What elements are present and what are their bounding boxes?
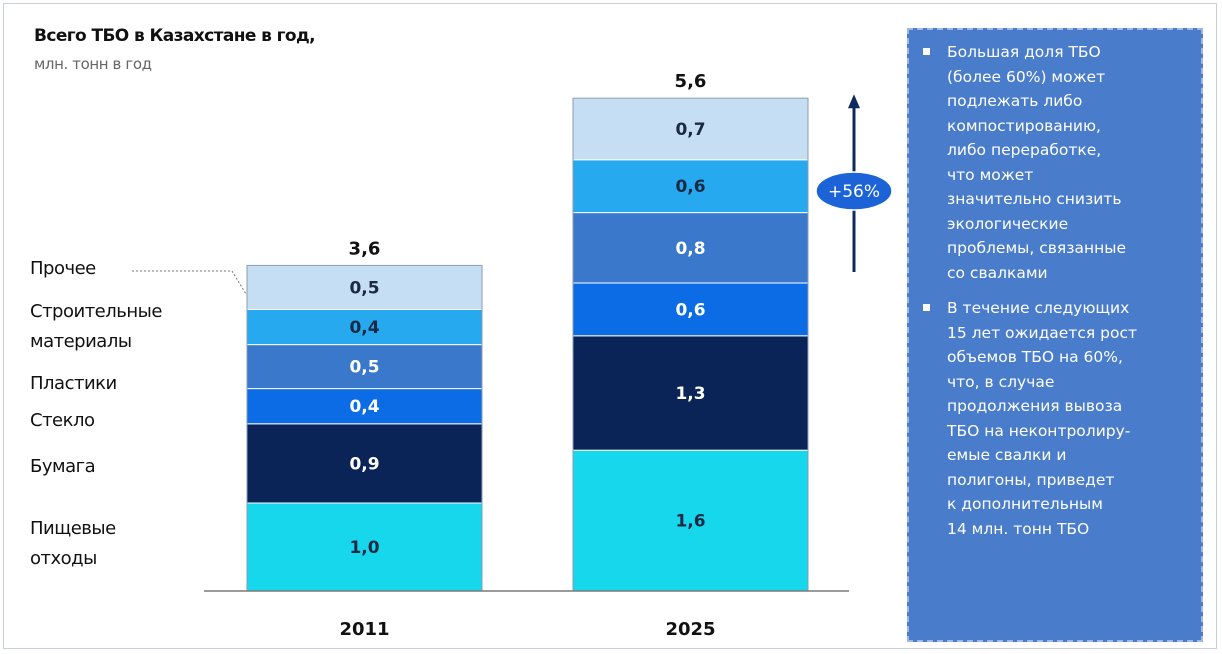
total-label: 3,6 (349, 238, 381, 259)
segment-value-label: 0,5 (349, 358, 379, 378)
segment-value-label: 0,6 (675, 177, 705, 197)
bullet-text-line: В течение следующих (947, 299, 1130, 317)
bar-segment (572, 212, 809, 284)
chart-subtitle: млн. тонн в год (34, 55, 152, 73)
segment-value-label: 0,4 (349, 318, 379, 338)
bullet-item: Большая доля ТБО (более 60%) может подлежа… (921, 40, 1185, 285)
chart-frame: Всего ТБО в Казахстане в год, млн. тонн … (3, 3, 1217, 649)
bullet-text-line: (более 60%) может (947, 67, 1106, 86)
bullet-text-line: Большая доля ТБО (947, 43, 1101, 61)
category-label: Пищевые отходы (30, 514, 116, 574)
category-label: Стекло (30, 406, 95, 436)
category-label-line: Пищевые (30, 518, 116, 539)
segment-value-label: 0,6 (675, 300, 705, 320)
category-label-line: материалы (30, 331, 132, 352)
category-label-line: отходы (30, 548, 97, 569)
bullet-text-line: продолжения вывоза (947, 397, 1123, 415)
legend-leader-line (132, 270, 247, 295)
bullet-text-line: значительно снизить (947, 190, 1122, 208)
bullet-text-line: емые свалки и (947, 446, 1067, 464)
bullet-text-line: экологические (947, 214, 1069, 233)
category-label-line: Пластики (30, 373, 117, 394)
bullet-text-line: 14 млн. тонн ТБО (947, 519, 1090, 538)
bullet-text-line: полигоны, приведет (947, 470, 1115, 489)
segment-value-label: 0,9 (349, 454, 379, 474)
bar-segment (246, 502, 483, 592)
bullet-text-line: что, в случае (947, 372, 1055, 391)
bullet-text-line: ТБО на неконтролиру- (947, 421, 1131, 440)
category-label: Пластики (30, 369, 117, 399)
segment-value-label: 1,0 (349, 538, 379, 558)
bar-segment (246, 388, 483, 425)
segment-value-label: 0,5 (349, 278, 379, 298)
bullet-list: Большая доля ТБО (более 60%) может подлежа… (921, 40, 1185, 541)
bullet-square-icon (923, 304, 930, 311)
bullet-text-line: компостированию, (947, 116, 1101, 135)
bullet-text-line: либо переработке, (947, 141, 1102, 159)
segment-value-label: 0,7 (675, 120, 705, 140)
category-label: Бумага (30, 452, 96, 482)
growth-badge (815, 171, 893, 211)
stacked-bar-chart: 1,0 0,9 0,4 0,5 0,4 0,5 3,6 2011 1,6 1,3 0,6 0,8 0,6… (132, 71, 893, 640)
x-tick-label: 2025 (665, 619, 715, 640)
growth-badge-text: +56% (828, 182, 880, 202)
side-panel: Большая доля ТБО (более 60%) может подлежа… (907, 28, 1203, 642)
bullet-text-line: объемов ТБО на 60%, (947, 348, 1123, 366)
segment-value-label: 1,3 (675, 384, 705, 404)
segment-value-label: 1,6 (675, 512, 705, 532)
bullet-item: В течение следующих 15 лет ожидается рост… (921, 296, 1185, 541)
growth-arrow-head (848, 94, 860, 109)
category-label: Строительные материалы (30, 297, 162, 357)
x-tick-label: 2011 (339, 619, 389, 640)
bullet-text-line: подлежать либо (947, 92, 1083, 110)
bar-segment (572, 282, 809, 337)
segment-value-label: 0,4 (349, 397, 379, 417)
category-label-line: Стекло (30, 410, 95, 431)
bar-segment (572, 335, 809, 451)
bullet-text-line: со свалками (947, 263, 1048, 282)
chart-title: Всего ТБО в Казахстане в год, (34, 26, 316, 46)
bullet-text-line: проблемы, связанные (947, 239, 1127, 257)
bar-segment (572, 449, 809, 592)
bullet-text-line: 15 лет ожидается рост (947, 323, 1137, 342)
category-label-line: Строительные (30, 301, 162, 322)
bullet-text-line: что может (947, 165, 1034, 184)
bar-segment (572, 97, 809, 161)
category-label-line: Прочее (30, 258, 96, 279)
bar-segment (572, 159, 809, 214)
total-label: 5,6 (675, 71, 707, 92)
segment-value-label: 0,8 (675, 239, 705, 259)
category-label-line: Бумага (30, 456, 96, 477)
bullet-text-line: к дополнительным (947, 495, 1103, 513)
bullet-square-icon (923, 48, 930, 55)
category-label: Прочее (30, 254, 96, 284)
